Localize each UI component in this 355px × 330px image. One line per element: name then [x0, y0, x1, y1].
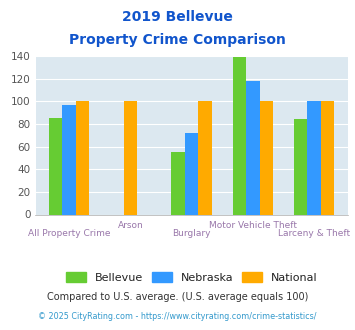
Bar	[260, 101, 273, 214]
Bar	[321, 101, 334, 214]
Bar	[76, 101, 89, 214]
Text: © 2025 CityRating.com - https://www.cityrating.com/crime-statistics/: © 2025 CityRating.com - https://www.city…	[38, 312, 317, 321]
Text: All Property Crime: All Property Crime	[28, 229, 110, 238]
Bar	[246, 81, 260, 214]
Text: Property Crime Comparison: Property Crime Comparison	[69, 33, 286, 47]
Text: Larceny & Theft: Larceny & Theft	[278, 229, 350, 238]
Text: Arson: Arson	[118, 221, 143, 230]
Bar	[198, 101, 212, 214]
Text: Motor Vehicle Theft: Motor Vehicle Theft	[209, 221, 297, 230]
Text: 2019 Bellevue: 2019 Bellevue	[122, 10, 233, 24]
Bar	[62, 105, 76, 214]
Legend: Bellevue, Nebraska, National: Bellevue, Nebraska, National	[61, 268, 322, 287]
Bar	[49, 118, 62, 214]
Text: Compared to U.S. average. (U.S. average equals 100): Compared to U.S. average. (U.S. average …	[47, 292, 308, 302]
Bar	[124, 101, 137, 214]
Bar	[171, 152, 185, 214]
Text: Burglary: Burglary	[173, 229, 211, 238]
Bar	[233, 57, 246, 215]
Bar	[185, 133, 198, 214]
Bar	[294, 119, 307, 214]
Bar	[307, 101, 321, 214]
